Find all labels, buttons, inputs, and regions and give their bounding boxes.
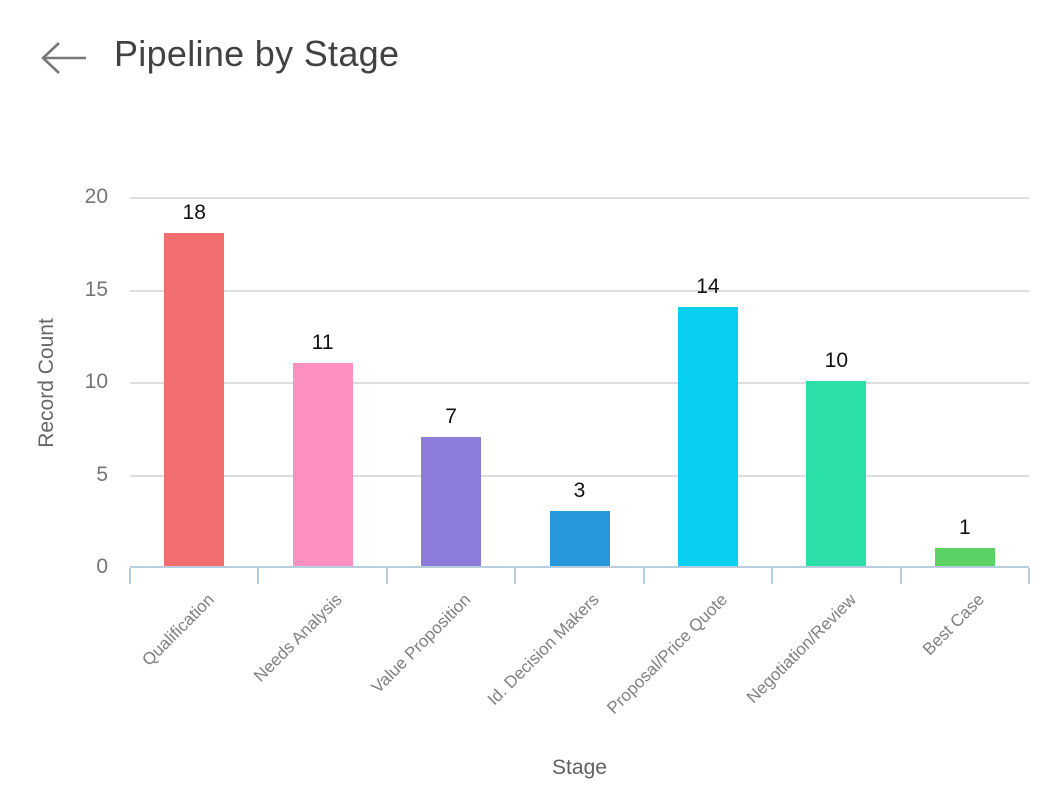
- x-axis-tick: [1028, 568, 1030, 584]
- plot-area: 18 11 7 3 14 10 1: [130, 197, 1029, 568]
- y-tick-label-20: 20: [84, 185, 108, 208]
- x-category-label: Negotiation/Review: [742, 590, 860, 708]
- y-tick-label-0: 0: [96, 555, 108, 578]
- bar-value-label: 1: [958, 515, 971, 539]
- bar-qualification[interactable]: [164, 233, 225, 566]
- x-category-label: Id. Decision Makers: [483, 590, 603, 709]
- gridline-10: [130, 382, 1029, 384]
- bar-value-proposition[interactable]: [421, 436, 482, 566]
- bar-id-decision-makers[interactable]: [549, 510, 610, 566]
- bar-needs-analysis[interactable]: [292, 362, 353, 566]
- x-category-label: Needs Analysis: [250, 590, 347, 686]
- x-axis-tick: [129, 568, 131, 584]
- x-axis-tick: [771, 568, 774, 584]
- y-tick-label-15: 15: [84, 277, 108, 301]
- x-axis-tick: [642, 568, 645, 584]
- bar-value-label: 3: [573, 478, 586, 502]
- bar-proposal-price-quote[interactable]: [677, 307, 738, 566]
- x-axis-tick: [385, 568, 388, 584]
- page-title: Pipeline by Stage: [114, 33, 400, 74]
- x-category-label: Qualification: [138, 590, 218, 670]
- y-tick-label-5: 5: [96, 462, 108, 486]
- x-axis-tick: [514, 568, 517, 584]
- x-axis-tick: [899, 568, 902, 584]
- bar-value-label: 18: [182, 201, 206, 224]
- y-tick-label-10: 10: [84, 370, 108, 393]
- back-button[interactable]: [38, 38, 90, 78]
- x-axis-title: Stage: [552, 756, 607, 779]
- arrow-left-icon: [41, 42, 86, 74]
- bar-value-label: 7: [445, 404, 457, 428]
- gridline-20: [130, 197, 1029, 199]
- x-category-label: Value Proposition: [367, 590, 475, 697]
- bar-negotiation-review[interactable]: [806, 381, 867, 566]
- gridline-5: [130, 474, 1029, 477]
- x-axis-tick: [257, 568, 260, 584]
- gridline-15: [130, 289, 1029, 292]
- bar-best-case[interactable]: [934, 547, 995, 566]
- report-header: Pipeline by Stage: [0, 0, 1049, 110]
- bar-value-label: 11: [311, 330, 334, 354]
- x-category-label: Best Case: [919, 590, 989, 659]
- bar-value-label: 14: [696, 275, 720, 298]
- x-category-label: Proposal/Price Quote: [603, 590, 732, 718]
- bar-value-label: 10: [824, 349, 849, 372]
